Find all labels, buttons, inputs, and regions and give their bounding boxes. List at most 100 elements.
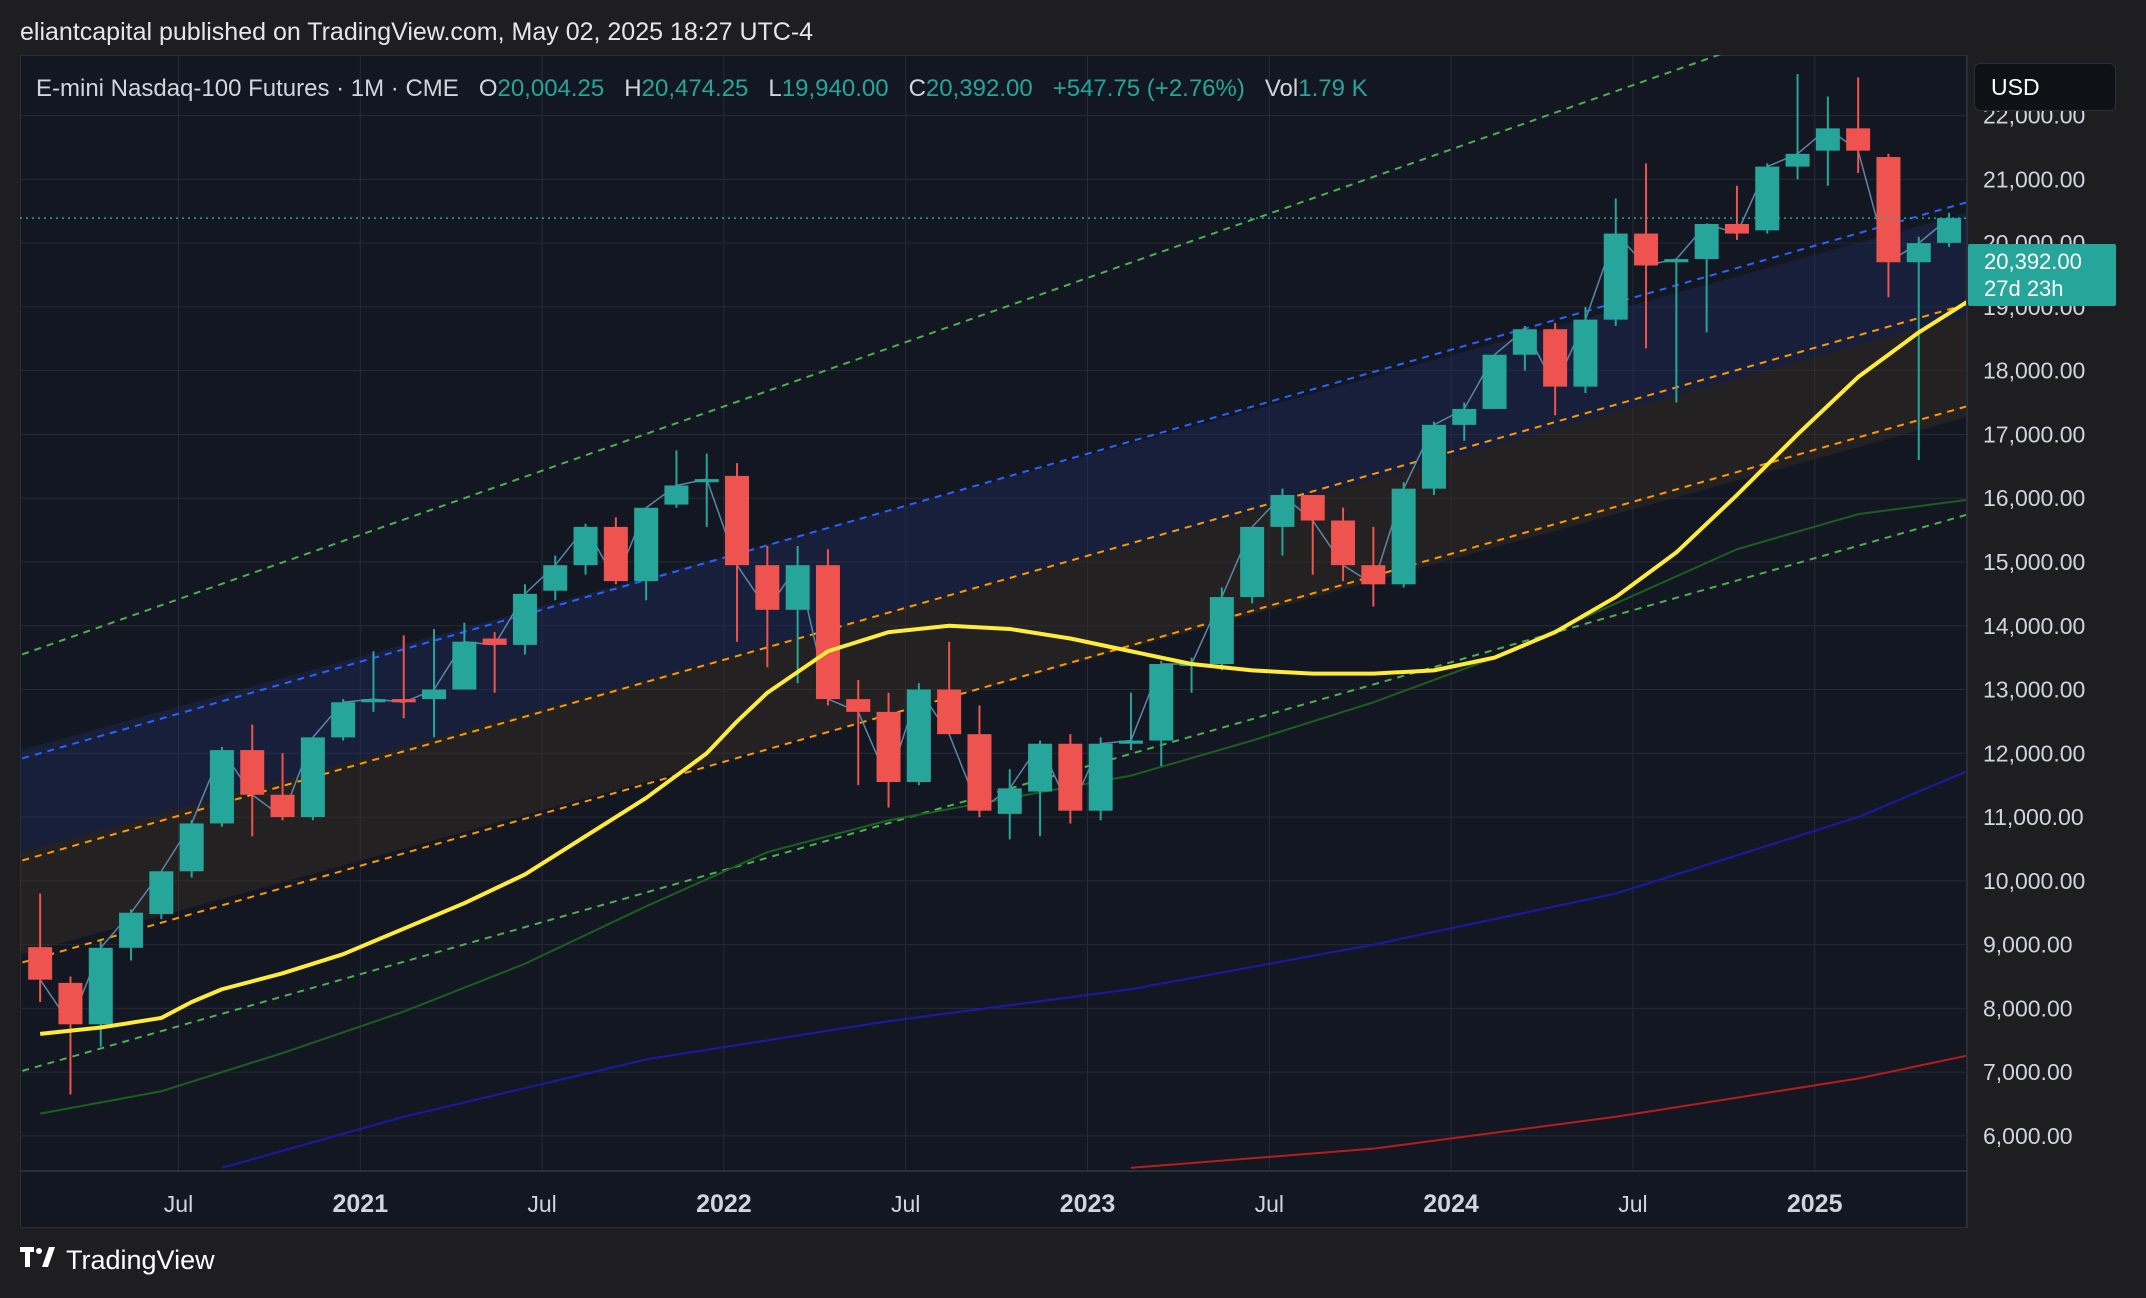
footer-brand[interactable]: TradingView — [20, 1245, 215, 1276]
candle-body — [815, 565, 840, 700]
high-label: H — [624, 75, 642, 102]
channel-band-orange — [20, 314, 1967, 955]
x-tick-label: Jul — [527, 1191, 556, 1217]
candle — [1937, 212, 1962, 247]
candle-body — [634, 507, 659, 582]
y-tick-label: 16,000.00 — [1983, 485, 2085, 511]
candle — [1815, 96, 1840, 186]
candle-body — [1634, 233, 1659, 266]
candle-body — [1452, 408, 1477, 425]
candle — [1694, 223, 1719, 333]
channel-line-mid_orange_upper — [20, 303, 1967, 863]
candle-body — [1088, 743, 1113, 811]
candle — [1028, 740, 1053, 837]
candle-body — [1846, 128, 1871, 151]
candle — [58, 976, 83, 1095]
candle-body — [391, 699, 416, 703]
change-value: +547.75 (+2.76%) — [1052, 75, 1245, 102]
candle — [664, 450, 689, 508]
open-label: O — [478, 75, 498, 102]
x-tick-label: Jul — [1255, 1191, 1284, 1217]
candle — [967, 705, 992, 818]
candle-body — [58, 982, 83, 1025]
candle-body — [1785, 153, 1810, 167]
candle — [1300, 495, 1325, 575]
candle — [391, 635, 416, 719]
candle — [1361, 526, 1386, 607]
candle-body — [179, 823, 204, 872]
last-price-value: 20,392.00 — [1984, 249, 2082, 274]
candle-body — [1664, 259, 1689, 263]
channel-band-blue — [20, 212, 1967, 853]
plot-area — [20, 55, 1967, 1171]
candle — [1058, 734, 1083, 824]
moving-average-yellow — [39, 299, 1967, 1036]
candle-body — [1421, 424, 1446, 489]
candle-body — [937, 689, 962, 735]
candle — [906, 683, 931, 786]
candle — [119, 909, 144, 961]
currency-button[interactable]: USD — [1974, 63, 2116, 111]
candle-body — [725, 475, 750, 566]
candle — [543, 555, 568, 601]
candle — [209, 746, 234, 827]
candle — [1785, 74, 1810, 180]
ohlc-legend: E-mini Nasdaq-100 Futures · 1M · CME O20… — [36, 75, 1368, 103]
candle-body — [422, 689, 447, 700]
candle-body — [331, 702, 356, 738]
y-tick-label: 10,000.00 — [1983, 868, 2085, 894]
candle-body — [573, 526, 598, 566]
candlestick-chart[interactable]: 6,000.00 7,000.00 8,000.00 9,000.00 10,000.0… — [20, 55, 2120, 1230]
candle — [937, 641, 962, 735]
candle — [1088, 737, 1113, 821]
x-tick-label: 2021 — [332, 1190, 388, 1218]
candle — [452, 622, 477, 690]
candle-body — [1058, 743, 1083, 811]
candle — [28, 893, 53, 1003]
candle — [1482, 354, 1507, 409]
candle — [1391, 482, 1416, 588]
candle-body — [482, 638, 507, 645]
candle — [1876, 153, 1901, 298]
candle — [1270, 488, 1295, 556]
candle-body — [1391, 488, 1416, 585]
candle-body — [1937, 218, 1962, 243]
candle-body — [755, 565, 780, 610]
y-tick-label: 6,000.00 — [1983, 1123, 2073, 1149]
candle — [1906, 236, 1931, 460]
candle-body — [1149, 664, 1174, 741]
candle — [876, 692, 901, 808]
y-tick-label: 14,000.00 — [1983, 613, 2085, 639]
candle — [694, 453, 719, 527]
symbol-title[interactable]: E-mini Nasdaq-100 Futures · 1M · CME — [36, 75, 459, 102]
candle-body — [1755, 166, 1780, 231]
tradingview-wordmark: TradingView — [66, 1245, 215, 1275]
candle-body — [1694, 223, 1719, 260]
tradingview-logo-icon — [20, 1245, 56, 1276]
candle — [603, 517, 628, 585]
candle — [1149, 660, 1174, 767]
candle — [1724, 185, 1749, 240]
y-tick-label: 9,000.00 — [1983, 932, 2073, 958]
candle — [725, 463, 750, 642]
last-price-tag: 20,392.00 27d 23h — [1968, 244, 2116, 306]
candle-body — [1361, 565, 1386, 585]
candle — [785, 546, 810, 684]
candle-body — [1876, 157, 1901, 263]
candle — [1240, 526, 1265, 604]
candle — [1543, 322, 1568, 416]
y-tick-label: 12,000.00 — [1983, 740, 2085, 766]
candle — [482, 632, 507, 693]
y-tick-label: 15,000.00 — [1983, 549, 2085, 575]
y-tick-label: 18,000.00 — [1983, 358, 2085, 384]
candle — [179, 820, 204, 878]
candle-body — [361, 699, 386, 703]
candle-body — [240, 750, 265, 795]
candle — [1755, 163, 1780, 234]
candle-body — [876, 711, 901, 782]
x-tick-label: Jul — [1618, 1191, 1647, 1217]
y-tick-label: 11,000.00 — [1983, 804, 2084, 830]
candle — [634, 507, 659, 601]
candle-body — [119, 912, 144, 948]
candle-body — [1482, 354, 1507, 409]
